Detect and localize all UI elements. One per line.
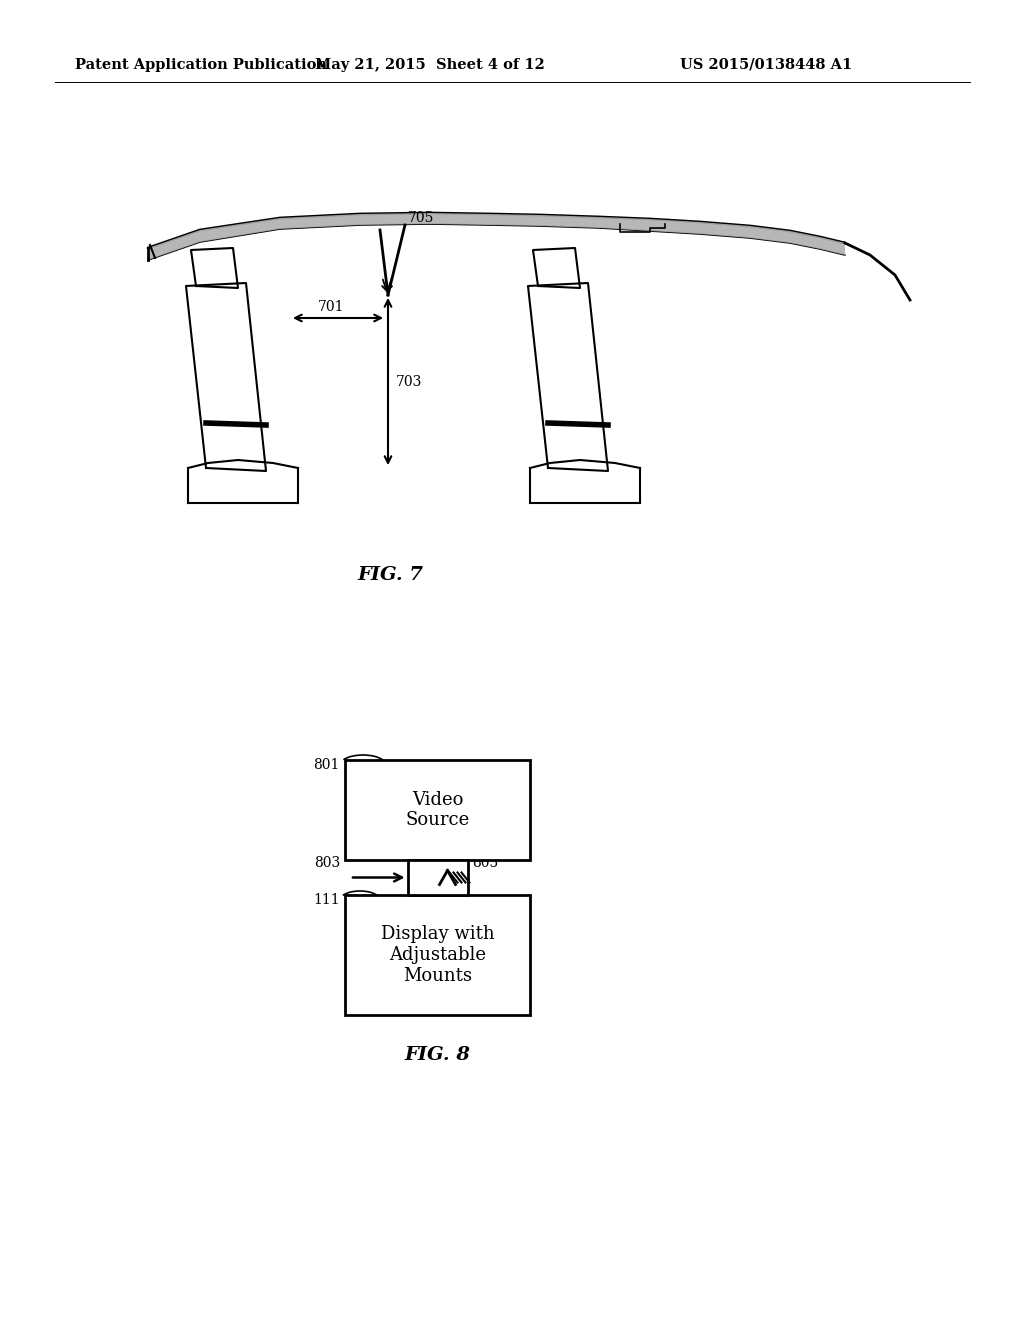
Text: Patent Application Publication: Patent Application Publication — [75, 58, 327, 73]
Text: Display with
Adjustable
Mounts: Display with Adjustable Mounts — [381, 925, 495, 985]
Text: 803: 803 — [313, 855, 340, 870]
Text: 111: 111 — [313, 894, 340, 907]
Bar — [408, 861, 468, 895]
Text: FIG. 8: FIG. 8 — [404, 1045, 470, 1064]
Text: 701: 701 — [318, 300, 344, 314]
Text: 703: 703 — [396, 375, 422, 388]
Text: US 2015/0138448 A1: US 2015/0138448 A1 — [680, 58, 852, 73]
Bar — [345, 760, 530, 861]
Text: 805: 805 — [472, 855, 499, 870]
Text: FIG. 7: FIG. 7 — [357, 566, 423, 583]
Text: 801: 801 — [313, 758, 340, 772]
Text: Video
Source: Video Source — [406, 791, 470, 829]
Bar — [345, 895, 530, 1015]
Text: May 21, 2015  Sheet 4 of 12: May 21, 2015 Sheet 4 of 12 — [315, 58, 545, 73]
Text: 705: 705 — [408, 211, 434, 224]
Polygon shape — [148, 213, 845, 260]
